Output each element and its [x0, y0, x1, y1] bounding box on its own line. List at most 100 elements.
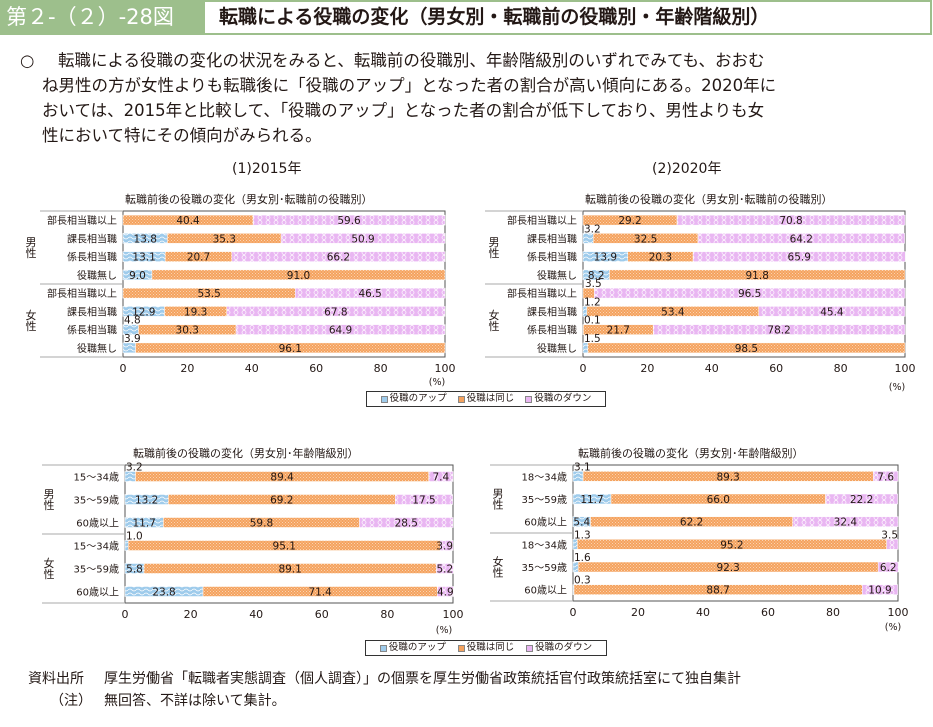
category-label: 60歳以上 — [524, 585, 567, 597]
legend-item-same: 役職は同じ — [457, 641, 514, 655]
summary-line: 転職による役職の変化の状況をみると、転職前の役職別、年齢階級別のいずれでみても、… — [58, 51, 765, 70]
category-label: 課長相当職 — [527, 232, 577, 245]
data-label: 40.4 — [176, 215, 200, 227]
legend-swatch-same — [457, 644, 465, 652]
data-label: 92.3 — [716, 562, 739, 574]
data-label: 1.6 — [574, 552, 591, 564]
source-key: 資料出所 — [28, 671, 84, 687]
category-label: 35～59歳 — [74, 564, 119, 576]
bar-segment-down — [436, 563, 454, 574]
legend-item-down: 役職のダウン — [525, 392, 591, 406]
data-label: 3.2 — [584, 223, 601, 235]
data-label: 3.1 — [574, 461, 591, 473]
x-tick-label: 0 — [570, 606, 577, 619]
data-label: 3.5 — [585, 278, 602, 290]
data-label: 5.4 — [573, 517, 590, 529]
legend-swatch-same — [457, 395, 465, 403]
chart-title-2020-age: 転職前後の役職の変化（男女別･年齢階級別） — [578, 447, 804, 460]
data-label: 5.2 — [436, 564, 453, 576]
plot-frame — [122, 210, 446, 358]
bar-segment-down — [758, 306, 906, 317]
x-axis-unit: (%) — [436, 625, 452, 636]
category-label: 役職無し — [77, 342, 117, 355]
legend-label-down: 役職のダウン — [535, 642, 593, 653]
bar-segment-down — [437, 586, 454, 597]
data-label: 4.8 — [124, 315, 141, 327]
data-label: 1.5 — [584, 333, 601, 345]
data-label: 70.8 — [779, 215, 802, 227]
data-label: 7.4 — [433, 472, 450, 484]
group-label: 女性 — [24, 308, 37, 332]
data-label: 50.9 — [351, 233, 374, 245]
category-label: 60歳以上 — [524, 517, 567, 529]
data-label: 20.3 — [649, 252, 672, 264]
category-label: 部長相当職以上 — [507, 287, 577, 300]
data-label: 88.7 — [706, 585, 729, 597]
x-tick-label: 60 — [309, 362, 323, 375]
bar-segment-down — [235, 324, 446, 335]
data-label: 11.7 — [580, 494, 603, 506]
x-tick-label: 60 — [769, 362, 783, 375]
category-label: 課長相当職 — [527, 305, 577, 318]
data-label: 5.8 — [126, 564, 143, 576]
data-label: 4.9 — [437, 587, 454, 599]
data-label: 46.5 — [358, 288, 381, 300]
bar-segment-down — [873, 471, 899, 482]
x-tick-label: 40 — [696, 606, 710, 619]
data-label: 0.3 — [574, 575, 591, 587]
data-label: 95.1 — [273, 541, 296, 553]
data-label: 12.9 — [132, 306, 155, 318]
legend-swatch-up — [380, 395, 388, 403]
x-tick-label: 20 — [640, 362, 654, 375]
bar-segment-down — [877, 561, 899, 573]
bar-segment-down — [825, 493, 898, 505]
category-label: 60歳以上 — [76, 587, 119, 599]
group-label: 男性 — [42, 489, 55, 512]
x-tick-label: 40 — [245, 362, 259, 375]
category-label: 35～59歳 — [74, 495, 119, 507]
data-label: 96.1 — [279, 343, 302, 355]
legend-label-up: 役職のアップ — [388, 642, 446, 653]
bar-segment-down — [792, 516, 899, 527]
data-label: 11.7 — [132, 518, 155, 530]
figure-label: 第２-（２）-28図 — [0, 0, 205, 35]
data-label: 9.0 — [129, 270, 146, 282]
data-label: 53.5 — [197, 288, 220, 300]
note-text: 無回答、不詳は除いて集計。 — [104, 693, 286, 709]
data-label: 66.0 — [707, 494, 730, 506]
summary: ○ 転職による役職の変化の状況をみると、転職前の役職別、年齢階級別のいずれでみて… — [20, 48, 920, 148]
bar-segment-down — [886, 539, 899, 550]
data-label: 66.2 — [327, 252, 350, 264]
source-text: 厚生労働省「転職者実態調査（個人調査）」の個票を厚生労働省政策統括官付政策統括室… — [104, 671, 741, 687]
group-label: 男性 — [24, 237, 37, 260]
bar-segment-down — [692, 251, 906, 262]
data-label: 3.2 — [126, 462, 143, 474]
bar-segment-down — [295, 287, 446, 299]
category-label: 課長相当職 — [67, 305, 117, 318]
data-label: 3.9 — [436, 541, 453, 553]
category-label: 役職無し — [537, 269, 577, 282]
bar-segment-down — [395, 494, 453, 505]
legend-bottom: 役職のアップ 役職は同じ 役職のダウン — [365, 640, 607, 656]
data-label: 1.0 — [126, 531, 143, 543]
category-label: 18～34歳 — [522, 471, 567, 483]
data-label: 96.5 — [738, 288, 761, 300]
category-label: 15～34歳 — [74, 541, 119, 553]
data-label: 71.4 — [308, 587, 332, 599]
data-label: 64.9 — [329, 325, 352, 337]
x-tick-label: 20 — [184, 608, 198, 621]
category-label: 課長相当職 — [67, 232, 117, 245]
x-tick-label: 60 — [315, 608, 329, 621]
bar-segment-down — [231, 251, 446, 262]
bar-segment-down — [226, 306, 446, 317]
data-label: 62.2 — [680, 517, 703, 529]
summary-line: おいては、2015年と比較して、「役職のアップ」となった者の割合が低下しており、… — [42, 101, 765, 120]
data-label: 69.2 — [270, 495, 293, 507]
plot-frame — [124, 464, 454, 604]
data-label: 89.4 — [270, 472, 294, 484]
data-label: 8.2 — [588, 270, 605, 282]
x-axis-unit: (%) — [885, 622, 901, 633]
bar-segment-same — [135, 342, 446, 354]
data-label: 59.6 — [337, 215, 361, 227]
plot-frame — [582, 210, 906, 358]
